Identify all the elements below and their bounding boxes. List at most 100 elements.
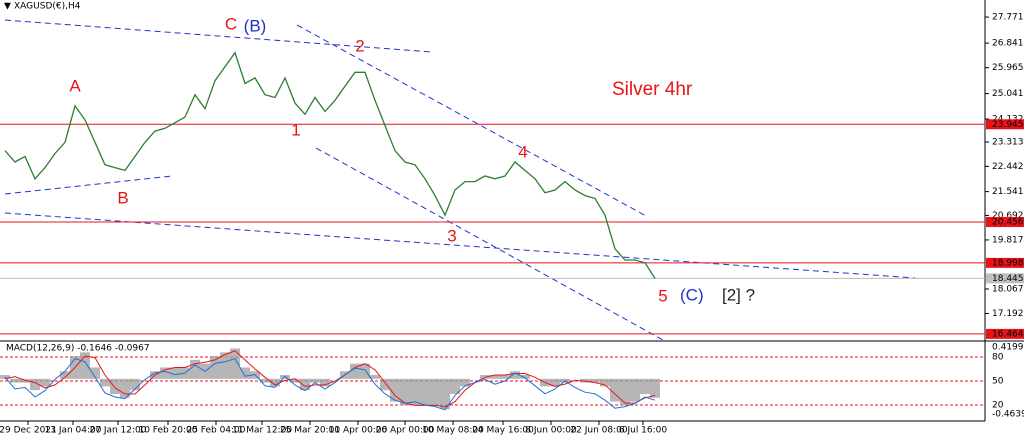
x-tick-label: 25 Mar 20:00 [280,426,340,436]
y-tick-label: 25.965 [992,63,1024,73]
level-label: 16.464 [992,329,1024,339]
macd-bar [160,367,170,379]
macd-bar [260,378,270,383]
level-label: 18.998 [992,258,1024,268]
chart-title: XAGUSD(€),H4 [14,2,81,12]
y-tick-label: 27.771 [992,13,1024,23]
level-label: 20.456 [992,218,1024,228]
x-tick-label: 6 Jul 16:00 [619,426,668,436]
macd-bar [450,378,460,394]
annotation: Silver 4hr [612,79,693,100]
title-marker: ▼ [4,2,11,12]
last-price-label: 18.445 [992,274,1024,284]
macd-bar [520,375,530,379]
y-tick-label: 0.4199 [992,343,1024,353]
macd-bar [410,378,420,406]
macd-bar [420,378,430,406]
macd-bar [60,371,70,379]
x-tick-label: 10 May 08:00 [422,426,484,436]
y-tick-label: 22.442 [992,162,1024,172]
macd-bar [590,378,600,383]
macd-bar [360,363,370,379]
macd-bar [190,359,200,379]
level-label: 50 [992,377,1004,387]
macd-bar [460,378,470,387]
macd-bar [230,348,240,379]
annotation: 1 [291,120,300,139]
macd-bar [220,352,230,379]
macd-bar [120,378,130,398]
indicator-title: MACD(12,26,9) -0.1646 -0.0967 [6,344,150,354]
macd-bar [270,378,280,387]
macd-bar [350,363,360,379]
x-tick-label: 25 Feb 04:00 [186,426,245,436]
macd-bar [640,378,650,394]
y-tick-label: 26.841 [992,39,1024,49]
macd-bar [500,375,510,379]
indicator-line [4,358,656,411]
annotation: (B) [244,16,267,35]
macd-bar [620,378,630,406]
level-label-box [986,119,1024,130]
macd-bar [130,378,140,391]
y-tick-label: 21.541 [992,187,1024,197]
macd-bar [630,378,640,402]
indicator-line [4,350,656,408]
x-tick-label: 8 Jun 00:00 [525,426,577,436]
level-label-box [986,257,1024,268]
level-label: 20 [992,401,1004,411]
x-tick-label: 24 May 16:00 [472,426,534,436]
macd-bar [40,378,50,387]
annotation: (C) [680,285,704,304]
macd-bar [400,378,410,406]
y-tick-label: 23.313 [992,137,1024,147]
level-label-box [986,328,1024,339]
annotation: C [225,14,237,33]
y-tick-label: 25.041 [992,89,1024,99]
x-tick-label: 11 Mar 12:00 [232,426,292,436]
level-label: 80 [992,353,1004,363]
macd-bar [240,367,250,379]
trend-line [296,24,649,218]
y-tick-label: 20.692 [992,211,1024,221]
x-tick-label: 13 Jan 04:00 [45,426,102,436]
macd-bar [10,378,20,383]
macd-bar [30,378,40,391]
level-label: 23.945 [992,120,1024,130]
y-tick-label: 19.817 [992,235,1024,245]
macd-bar [110,378,120,394]
x-tick-label: 29 Dec 2021 [0,426,57,436]
macd-bar [650,378,660,398]
annotation: 3 [447,226,456,245]
last-price-box [986,273,1024,284]
annotation: [2] ? [722,285,755,304]
macd-bar [380,378,390,391]
x-tick-label: 26 Apr 00:00 [376,426,435,436]
macd-bar [320,378,330,387]
level-label-box [986,217,1024,228]
x-tick-label: 27 Jan 12:00 [90,426,147,436]
trend-line [4,212,916,279]
x-tick-label: 10 Feb 20:00 [138,426,197,436]
macd-bar [390,378,400,402]
macd-bar [210,356,220,379]
macd-bar [170,367,180,379]
y-tick-label: 18.067 [992,284,1024,294]
macd-bar [310,378,320,383]
annotation: 4 [518,142,527,161]
y-tick-label: 17.192 [992,309,1024,319]
trend-line [315,147,664,341]
x-tick-label: 22 Jun 08:00 [570,426,627,436]
macd-bar [0,375,10,379]
trend-line [4,175,173,195]
macd-bar [510,371,520,379]
macd-bar [80,352,90,379]
macd-bar [610,378,620,402]
annotation: A [69,76,81,95]
macd-bar [100,378,110,387]
x-tick-label: 11 Apr 00:00 [329,426,388,436]
trend-lines [4,19,916,341]
annotation: B [117,188,128,207]
